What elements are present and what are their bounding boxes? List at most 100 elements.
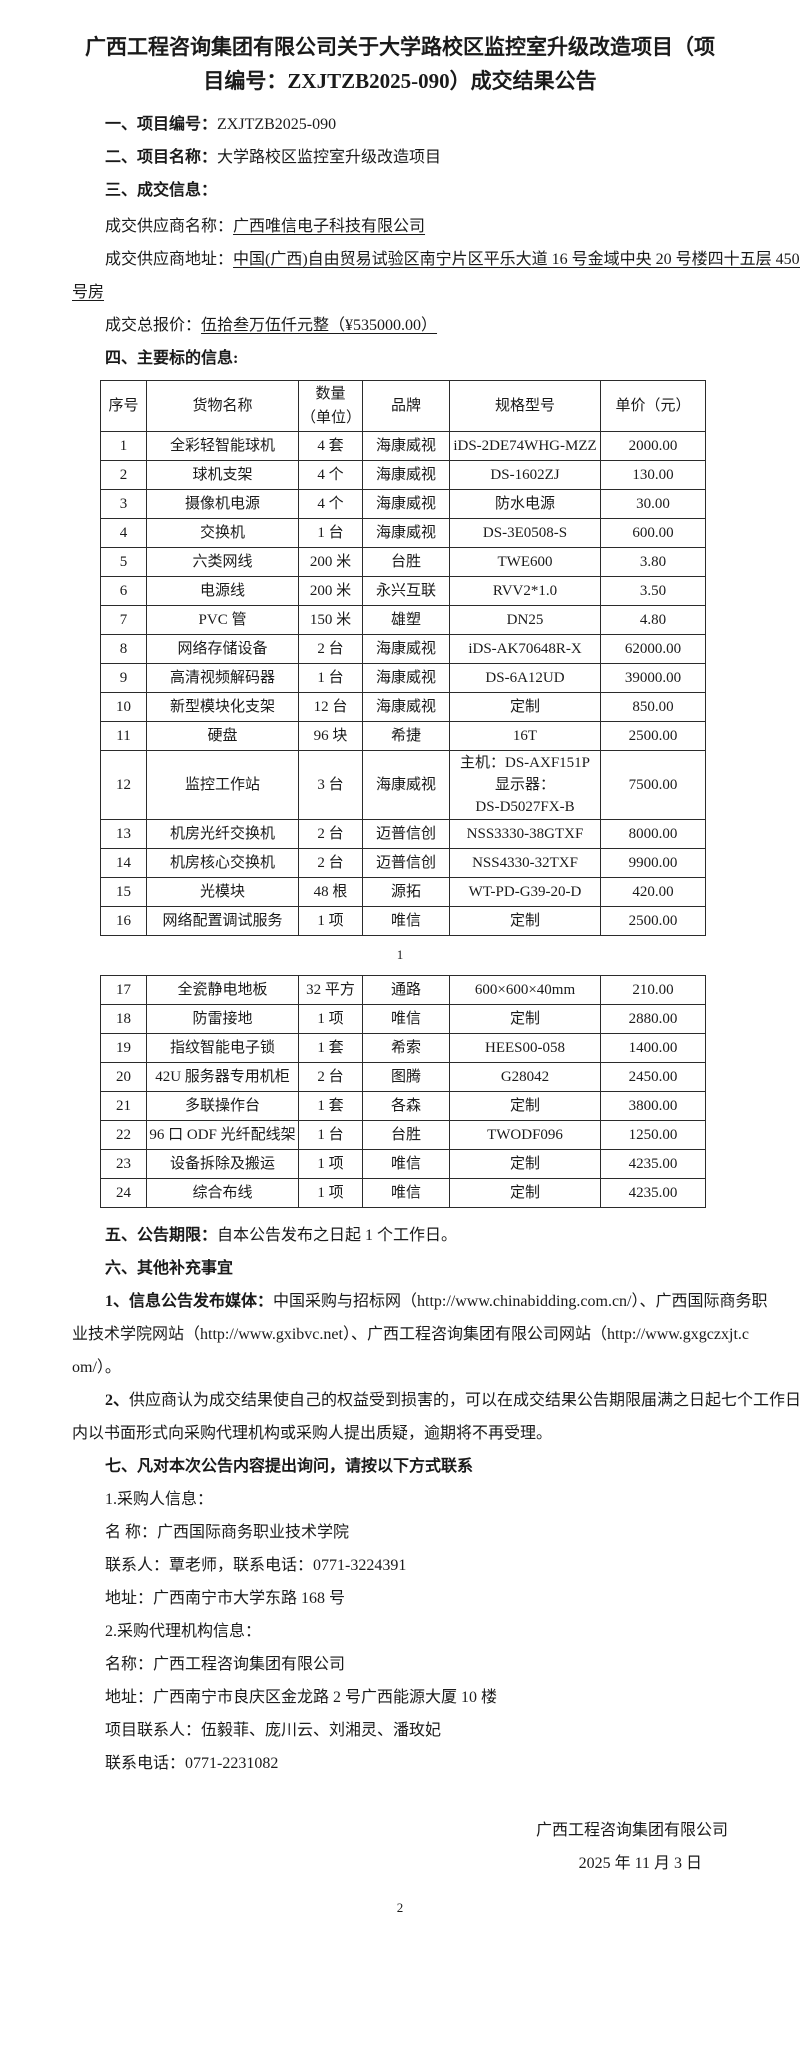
cell-qty: 1 台 <box>298 1120 363 1150</box>
cell-price: 4235.00 <box>600 1178 706 1208</box>
cell-price: 600.00 <box>600 518 706 548</box>
table-row: 15 光模块 48 根源拓 WT-PD-G39-20-D 420.00 <box>100 877 706 907</box>
header-no: 序号 <box>100 380 147 432</box>
cell-price: 3.50 <box>600 576 706 606</box>
cell-no: 12 <box>100 750 147 820</box>
items-table-page2: 17 全瓷静电地板 32 平方 通路 600×600×40mm 210.00 18 防雷接地 1… <box>100 975 706 1208</box>
cell-brand: 源拓 <box>362 877 450 907</box>
table-row: 12 监控工作站 3 台海康威视 主机：DS-AXF151P 显示器： DS-D502… <box>100 750 706 820</box>
cell-price: 420.00 <box>600 877 706 907</box>
cell-name: 监控工作站 <box>146 750 299 820</box>
cell-qty: 2 台 <box>298 634 363 664</box>
cell-name: 多联操作台 <box>146 1091 299 1121</box>
cell-brand: 迈普信创 <box>362 819 450 849</box>
cell-spec: DS-3E0508-S <box>449 518 601 548</box>
cell-no: 5 <box>100 547 147 577</box>
project-number-label: 一、项目编号： <box>105 116 218 133</box>
cell-brand: 海康威视 <box>362 431 450 461</box>
cell-name: 新型模块化支架 <box>146 692 299 722</box>
contact-line: 项目联系人：伍毅菲、庞川云、刘湘灵、潘玫妃 <box>105 1722 442 1739</box>
cell-price: 62000.00 <box>600 634 706 664</box>
header-spec: 规格型号 <box>449 380 601 432</box>
contact-line: 名 称：广西国际商务职业技术学院 <box>105 1524 350 1541</box>
cell-brand: 海康威视 <box>362 634 450 664</box>
contact-line: 1.采购人信息： <box>105 1491 214 1508</box>
cell-name: 96 口 ODF 光纤配线架 <box>146 1120 299 1150</box>
section4-heading: 四、主要标的信息: <box>105 350 239 367</box>
cell-spec: iDS-2DE74WHG-MZZ <box>449 431 601 461</box>
cell-no: 2 <box>100 460 147 490</box>
cell-qty: 1 套 <box>298 1033 363 1063</box>
table-row: 19 指纹智能电子锁 1 套希索 HEES00-058 1400.00 <box>100 1033 706 1063</box>
cell-spec: RVV2*1.0 <box>449 576 601 606</box>
supplier-name-value: 广西唯信电子科技有限公司 <box>233 218 426 235</box>
cell-brand: 图腾 <box>362 1062 450 1092</box>
cell-spec: 主机：DS-AXF151P 显示器： DS-D5027FX-B <box>449 750 601 820</box>
document-title-line2: 目编号：ZXJTZB2025-090）成交结果公告 <box>203 69 597 93</box>
media-line1: 1、信息公告发布媒体：中国采购与招标网（http://www.chinabidd… <box>105 1293 768 1310</box>
cell-no: 4 <box>100 518 147 548</box>
cell-brand: 海康威视 <box>362 460 450 490</box>
supplier-address-value1: 中国(广西)自由贸易试验区南宁片区平乐大道 16 号金域中央 20 号楼四十五层… <box>233 251 800 268</box>
section5-line: 五、公告期限：自本公告发布之日起 1 个工作日。 <box>72 1219 728 1252</box>
cell-spec: 定制 <box>449 906 601 936</box>
cell-no: 19 <box>100 1033 147 1063</box>
cell-brand: 希捷 <box>362 721 450 751</box>
cell-brand: 唯信 <box>362 906 450 936</box>
cell-spec: 16T <box>449 721 601 751</box>
table-row: 8 网络存储设备 2 台海康威视 iDS-AK70648R-X 62000.00 <box>100 634 706 664</box>
cell-name: PVC 管 <box>146 605 299 635</box>
cell-brand: 各森 <box>362 1091 450 1121</box>
cell-spec: 防水电源 <box>449 489 601 519</box>
cell-brand: 通路 <box>362 975 450 1005</box>
dispute-line2: 内以书面形式向采购代理机构或采购人提出质疑，逾期将不再受理。 <box>72 1425 553 1442</box>
header-brand: 品牌 <box>362 380 450 432</box>
cell-no: 23 <box>100 1149 147 1179</box>
cell-name: 网络存储设备 <box>146 634 299 664</box>
cell-no: 3 <box>100 489 147 519</box>
cell-qty: 2 台 <box>298 848 363 878</box>
project-name-line: 二、项目名称：大学路校区监控室升级改造项目 <box>72 141 728 174</box>
table-row: 1 全彩轻智能球机 4 套海康威视 iDS-2DE74WHG-MZZ 2000.00 <box>100 431 706 461</box>
document-content: 广西工程咨询集团有限公司关于大学路校区监控室升级改造项目（项 目编号：ZXJTZ… <box>72 30 800 1915</box>
cell-qty: 1 项 <box>298 1004 363 1034</box>
media-line3: om/）。 <box>72 1359 121 1376</box>
cell-price: 7500.00 <box>600 750 706 820</box>
cell-name: 全彩轻智能球机 <box>146 431 299 461</box>
table-row: 13 机房光纤交换机 2 台迈普信创 NSS3330-38GTXF 8000.00 <box>100 819 706 849</box>
cell-qty: 200 米 <box>298 576 363 606</box>
cell-name: 机房光纤交换机 <box>146 819 299 849</box>
cell-price: 1400.00 <box>600 1033 706 1063</box>
dispute-line1: 2、供应商认为成交结果使自己的权益受到损害的，可以在成交结果公告期限届满之日起七… <box>105 1392 800 1409</box>
cell-no: 15 <box>100 877 147 907</box>
project-number-line: 一、项目编号：ZXJTZB2025-090 <box>72 108 728 141</box>
cell-qty: 4 个 <box>298 460 363 490</box>
cell-price: 4235.00 <box>600 1149 706 1179</box>
section6-heading: 六、其他补充事宜 <box>105 1260 234 1277</box>
supplier-name-line: 成交供应商名称：广西唯信电子科技有限公司 <box>72 210 728 243</box>
supplier-address-line1: 成交供应商地址：中国(广西)自由贸易试验区南宁片区平乐大道 16 号金域中央 2… <box>72 243 800 276</box>
supplier-address-line2: 号房 <box>72 276 728 309</box>
cell-qty: 32 平方 <box>298 975 363 1005</box>
cell-price: 9900.00 <box>600 848 706 878</box>
signature-date: 2025 年 11 月 3 日 <box>578 1855 702 1872</box>
project-number-value: ZXJTZB2025-090 <box>217 116 337 133</box>
cell-qty: 12 台 <box>298 692 363 722</box>
supplier-address-value2: 号房 <box>72 284 105 301</box>
cell-qty: 2 台 <box>298 819 363 849</box>
cell-name: 摄像机电源 <box>146 489 299 519</box>
contact-line: 地址：广西南宁市大学东路 168 号 <box>105 1590 346 1607</box>
document-title: 广西工程咨询集团有限公司关于大学路校区监控室升级改造项目（项 目编号：ZXJTZ… <box>72 30 728 98</box>
cell-price: 2880.00 <box>600 1004 706 1034</box>
cell-spec: 定制 <box>449 1091 601 1121</box>
header-price: 单价（元） <box>600 380 706 432</box>
table-row: 18 防雷接地 1 项唯信 定制 2880.00 <box>100 1004 706 1034</box>
cell-price: 1250.00 <box>600 1120 706 1150</box>
cell-brand: 海康威视 <box>362 663 450 693</box>
table-row: 2 球机支架 4 个海康威视 DS-1602ZJ 130.00 <box>100 460 706 490</box>
cell-spec: 定制 <box>449 692 601 722</box>
cell-brand: 唯信 <box>362 1149 450 1179</box>
cell-brand: 永兴互联 <box>362 576 450 606</box>
cell-name: 机房核心交换机 <box>146 848 299 878</box>
cell-qty: 1 项 <box>298 1178 363 1208</box>
